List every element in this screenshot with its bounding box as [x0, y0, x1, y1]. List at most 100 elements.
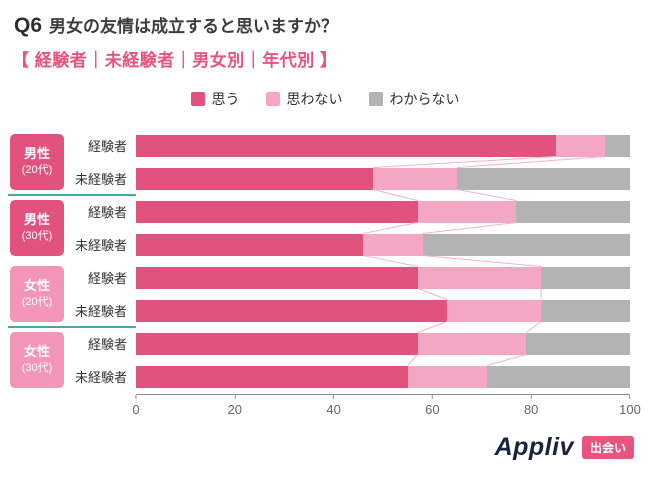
bar-segment-2 — [541, 266, 630, 289]
bar-segment-1 — [363, 233, 423, 256]
legend: 思う 思わない わからない — [0, 91, 650, 107]
bar-segment-2 — [516, 200, 630, 223]
legend-swatch-icon — [190, 92, 205, 106]
tick-mark — [431, 395, 433, 399]
bar-segment-1 — [417, 266, 542, 289]
tick-mark — [135, 395, 137, 399]
bar-segment-0 — [136, 200, 418, 223]
legend-label: わからない — [389, 91, 460, 107]
appliv-logo: Appliv — [494, 433, 574, 461]
bar-segment-1 — [555, 134, 606, 157]
bar-segment-0 — [136, 233, 364, 256]
bar-row — [136, 129, 630, 162]
bar-segment-2 — [486, 365, 630, 388]
legend-swatch-icon — [265, 92, 280, 106]
group-label-line1: 女性 — [23, 278, 50, 294]
bar-segment-2 — [605, 134, 630, 157]
bar-segment-1 — [373, 167, 458, 190]
bar-row — [136, 162, 630, 195]
group-divider — [8, 326, 136, 328]
bar-segment-0 — [136, 299, 448, 322]
stacked-bar — [136, 233, 630, 256]
legend-label: 思わない — [286, 91, 343, 107]
legend-item-2: わからない — [368, 89, 460, 109]
row-label: 経験者 — [87, 205, 127, 220]
group-label-2: 女性 (20代) — [10, 266, 64, 322]
group-label-3: 女性 (30代) — [10, 332, 64, 388]
axis-tick: 0 — [132, 395, 140, 417]
question-number: Q6 — [14, 14, 43, 37]
legend-swatch-icon — [368, 92, 383, 106]
axis-tick: 40 — [326, 395, 341, 417]
axis-tick-label: 40 — [326, 402, 341, 417]
row-label: 未経験者 — [74, 370, 127, 385]
group-labels-column: 男性 (20代) 男性 (30代) 女性 (20代) 女性 (30代) — [10, 129, 64, 421]
bar-segment-1 — [447, 299, 542, 322]
bar-segment-2 — [526, 332, 630, 355]
axis-tick: 20 — [228, 395, 242, 417]
bar-segment-2 — [541, 299, 630, 322]
bar-segment-0 — [136, 134, 556, 157]
row-label: 未経験者 — [74, 238, 127, 253]
legend-label: 思う — [211, 91, 240, 107]
plot-area: 0 20 40 60 80 100 — [132, 129, 641, 421]
axis-tick-label: 60 — [425, 402, 440, 417]
bar-segment-0 — [136, 365, 408, 388]
tick-mark — [234, 395, 236, 399]
axis-tick: 100 — [619, 395, 641, 417]
bar-segment-0 — [136, 332, 418, 355]
row-label: 経験者 — [87, 271, 127, 286]
bar-segment-1 — [407, 365, 487, 388]
row-label: 未経験者 — [74, 304, 127, 319]
bar-row — [136, 360, 630, 393]
stacked-bar — [136, 332, 630, 355]
chart-title-row: Q6 男女の友情は成立すると思いますか？ — [0, 0, 650, 38]
stacked-bar — [136, 134, 630, 157]
group-label-line2: (30代) — [21, 230, 53, 243]
question-title: 男女の友情は成立すると思いますか？ — [49, 17, 339, 36]
bar-row — [136, 195, 630, 228]
row-label: 未経験者 — [74, 172, 127, 187]
group-label-line1: 男性 — [23, 212, 50, 228]
bar-row — [136, 228, 630, 261]
bars — [136, 129, 630, 393]
footer: Appliv 出会い — [495, 433, 634, 462]
axis-tick-label: 0 — [132, 402, 140, 417]
bar-segment-2 — [422, 233, 630, 256]
stacked-bar — [136, 365, 630, 388]
axis-tick-label: 80 — [523, 402, 539, 417]
deai-badge: 出会い — [581, 436, 634, 459]
stacked-bar — [136, 167, 630, 190]
legend-item-1: 思わない — [265, 89, 343, 109]
row-label: 経験者 — [87, 337, 127, 352]
bar-row — [136, 261, 630, 294]
bar-segment-1 — [417, 332, 527, 355]
stacked-bar — [136, 200, 630, 223]
bar-segment-1 — [417, 200, 517, 223]
group-label-line1: 女性 — [23, 344, 50, 360]
axis-tick: 60 — [425, 395, 440, 417]
group-label-line2: (20代) — [21, 296, 53, 309]
stacked-bar-chart: 男性 (20代) 男性 (30代) 女性 (20代) 女性 (30代) 経験者 未経験者 経験者未… — [0, 129, 650, 421]
bar-segment-0 — [136, 167, 374, 190]
row-labels-column: 経験者 未経験者 経験者 未経験者 経験者 未経験者 経験者 未経験者 — [64, 129, 136, 421]
bar-row — [136, 327, 630, 360]
group-label-line2: (30代) — [21, 362, 53, 375]
group-label-1: 男性 (30代) — [10, 200, 64, 256]
group-label-line1: 男性 — [23, 146, 50, 162]
row-label: 経験者 — [87, 139, 127, 154]
axis-tick-label: 100 — [619, 402, 641, 417]
bar-row — [136, 294, 630, 327]
tick-mark — [629, 395, 631, 399]
stacked-bar — [136, 266, 630, 289]
stacked-bar — [136, 299, 630, 322]
group-divider — [8, 194, 136, 196]
tick-mark — [530, 395, 532, 399]
group-label-0: 男性 (20代) — [10, 134, 64, 190]
axis-tick: 80 — [524, 395, 538, 417]
legend-item-0: 思う — [190, 89, 240, 109]
bar-segment-2 — [457, 167, 630, 190]
axis-tick-label: 20 — [227, 402, 243, 417]
group-label-line2: (20代) — [21, 164, 53, 177]
